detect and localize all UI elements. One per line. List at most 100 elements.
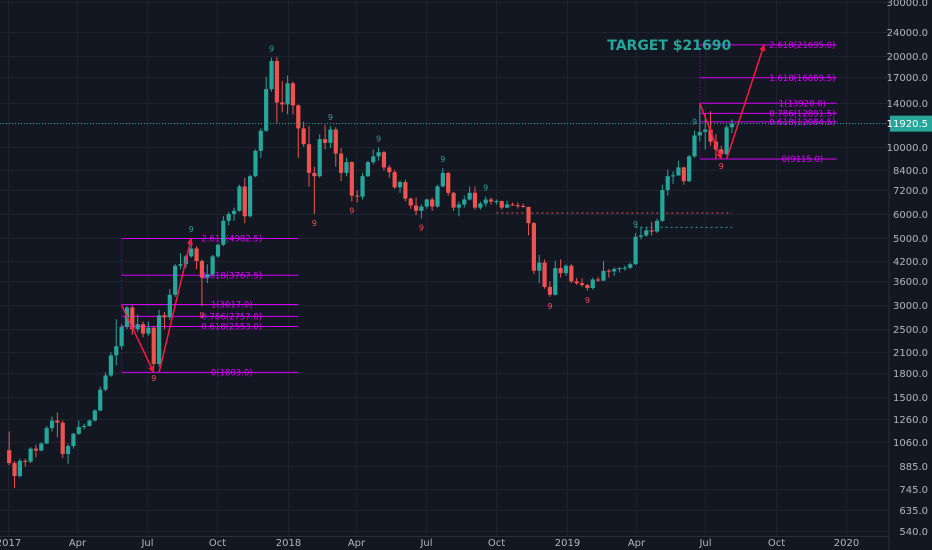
candle[interactable]: [692, 130, 697, 158]
candle[interactable]: [569, 264, 574, 284]
candle[interactable]: [328, 126, 333, 149]
candle[interactable]: [130, 305, 135, 335]
candle[interactable]: [563, 264, 569, 276]
candle-body[interactable]: [28, 448, 33, 462]
candle[interactable]: [590, 277, 595, 290]
candle-body[interactable]: [633, 236, 638, 265]
candle[interactable]: [633, 232, 638, 265]
candle-body[interactable]: [617, 268, 622, 270]
candle-body[interactable]: [17, 460, 22, 477]
candle[interactable]: [579, 278, 585, 287]
candle-body[interactable]: [237, 186, 242, 211]
candle[interactable]: [71, 432, 76, 449]
candle[interactable]: [446, 172, 451, 196]
candle[interactable]: [676, 160, 681, 177]
candle-body[interactable]: [248, 176, 253, 217]
candle-body[interactable]: [456, 204, 462, 208]
candle-body[interactable]: [60, 422, 65, 454]
candle[interactable]: [424, 198, 429, 209]
candle-body[interactable]: [312, 172, 317, 177]
candle[interactable]: [478, 201, 483, 210]
candle[interactable]: [413, 197, 419, 216]
candle-body[interactable]: [135, 324, 140, 330]
candle-body[interactable]: [638, 235, 644, 237]
candle[interactable]: [76, 420, 81, 435]
time-axis[interactable]: 2017 Apr Jul Oct 2018 Apr Jul Oct 2019 Apr Jul Oct 2…: [0, 536, 889, 550]
candle-body[interactable]: [151, 327, 156, 365]
candle-body[interactable]: [649, 230, 654, 232]
candle[interactable]: [505, 200, 510, 209]
candle-body[interactable]: [146, 327, 151, 334]
candle-body[interactable]: [231, 210, 237, 215]
candle[interactable]: [638, 226, 644, 240]
candle-body[interactable]: [339, 153, 344, 173]
candle[interactable]: [622, 265, 627, 271]
candle[interactable]: [65, 443, 71, 464]
candle-body[interactable]: [65, 446, 71, 454]
candle-body[interactable]: [478, 203, 483, 208]
candle-body[interactable]: [92, 410, 97, 421]
candle[interactable]: [531, 221, 536, 275]
candle-body[interactable]: [397, 182, 403, 188]
candle[interactable]: [697, 103, 702, 142]
candle-body[interactable]: [108, 355, 114, 376]
candle-body[interactable]: [365, 162, 370, 177]
candle-body[interactable]: [253, 150, 258, 177]
candle-body[interactable]: [242, 186, 247, 217]
candle-body[interactable]: [510, 204, 515, 206]
candle-body[interactable]: [446, 172, 451, 193]
candle-body[interactable]: [547, 286, 553, 295]
candle-body[interactable]: [483, 199, 488, 204]
candle[interactable]: [596, 276, 601, 283]
candle[interactable]: [135, 314, 140, 332]
candle-body[interactable]: [44, 428, 49, 444]
candle[interactable]: [387, 165, 392, 178]
candle[interactable]: [381, 150, 387, 171]
candle[interactable]: [644, 227, 649, 237]
candle-body[interactable]: [306, 144, 312, 173]
candle[interactable]: [467, 186, 472, 201]
candle-body[interactable]: [355, 195, 360, 197]
candle[interactable]: [269, 57, 274, 92]
candle[interactable]: [39, 442, 44, 452]
candle-body[interactable]: [301, 128, 306, 145]
candle-body[interactable]: [12, 463, 17, 477]
candle-body[interactable]: [692, 135, 697, 157]
candle-body[interactable]: [606, 270, 611, 272]
candle[interactable]: [392, 169, 397, 190]
candle-body[interactable]: [729, 123, 735, 128]
candle-body[interactable]: [215, 244, 221, 257]
candle[interactable]: [194, 246, 199, 270]
candle[interactable]: [146, 321, 151, 336]
candle-body[interactable]: [194, 248, 199, 261]
candle[interactable]: [403, 179, 408, 202]
candle-body[interactable]: [435, 186, 440, 207]
candle[interactable]: [264, 76, 269, 132]
candle[interactable]: [317, 134, 322, 178]
candle-body[interactable]: [162, 315, 167, 318]
candle-body[interactable]: [280, 102, 285, 105]
candle[interactable]: [231, 207, 237, 221]
candle-body[interactable]: [317, 139, 322, 177]
candle-body[interactable]: [467, 192, 472, 200]
candle-body[interactable]: [114, 346, 119, 356]
candle-body[interactable]: [226, 214, 231, 221]
candle[interactable]: [649, 221, 654, 236]
candle[interactable]: [585, 283, 590, 291]
candle[interactable]: [510, 202, 515, 206]
price-axis[interactable]: 540.0 635.0 745.0 885.0 1060.0 1260.0 1500.0 18…: [887, 0, 928, 550]
candle[interactable]: [285, 75, 290, 115]
candle-body[interactable]: [531, 223, 536, 271]
candle[interactable]: [306, 126, 312, 187]
candle[interactable]: [103, 372, 108, 392]
candle-body[interactable]: [33, 448, 39, 451]
candle-body[interactable]: [360, 176, 365, 197]
candle[interactable]: [355, 190, 360, 203]
candle-body[interactable]: [526, 206, 531, 224]
candle-body[interactable]: [328, 129, 333, 143]
candle-body[interactable]: [628, 264, 633, 268]
candle[interactable]: [156, 309, 162, 367]
candle[interactable]: [360, 172, 365, 200]
candle-body[interactable]: [156, 315, 162, 365]
candle[interactable]: [494, 199, 499, 205]
